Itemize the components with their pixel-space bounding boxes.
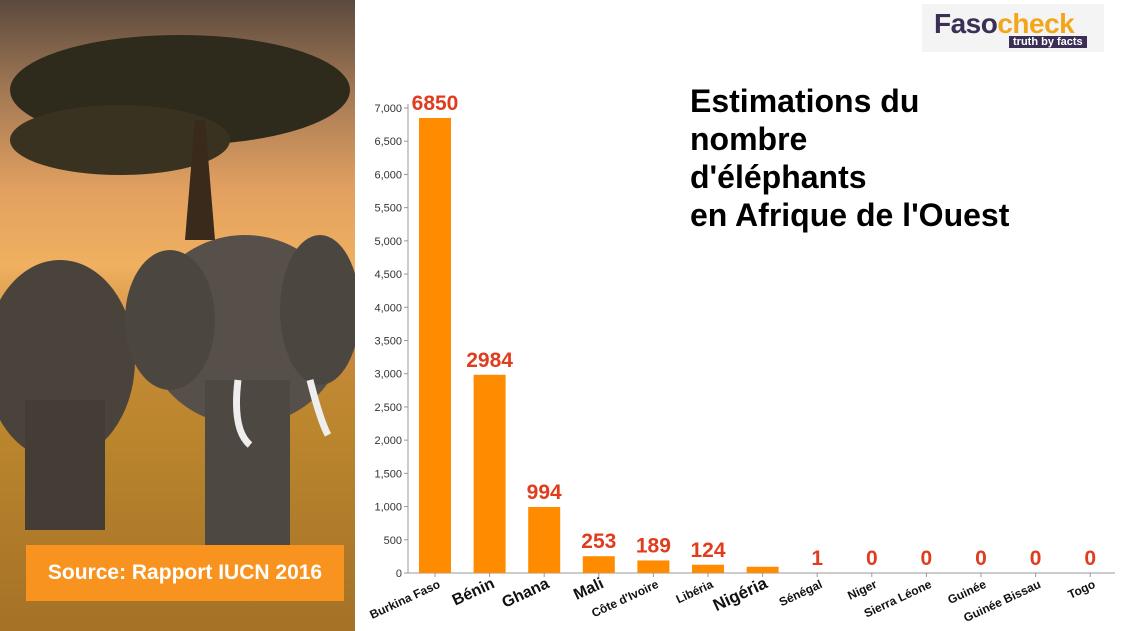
- x-tick-label: Niger: [845, 577, 879, 603]
- value-label: 253: [581, 530, 616, 553]
- x-tick-label: Libéria: [674, 577, 716, 606]
- y-tick-label: 2,000: [374, 435, 402, 447]
- logo-name-b: check: [997, 8, 1075, 39]
- bar: [582, 556, 615, 573]
- bar: [528, 506, 561, 573]
- y-tick-label: 4,000: [374, 302, 402, 314]
- x-tick-label: Bénin: [450, 575, 497, 609]
- y-tick-label: 3,500: [374, 336, 402, 348]
- x-tick-label: Sénégal: [777, 577, 825, 609]
- source-label: Source: Rapport IUCN 2016: [26, 545, 344, 601]
- y-tick-label: 5,500: [374, 203, 402, 215]
- y-tick-label: 6,000: [374, 169, 402, 181]
- value-label: 6850: [412, 92, 459, 115]
- value-label: 0: [1030, 547, 1042, 570]
- y-tick-label: 2,500: [374, 402, 402, 414]
- logo-name-a: Faso: [934, 8, 998, 39]
- y-tick-label: 4,500: [374, 269, 402, 281]
- bar: [419, 117, 451, 573]
- y-tick-label: 0: [396, 568, 402, 580]
- bar: [746, 566, 779, 573]
- elephants-photo: Source: Rapport IUCN 2016: [0, 0, 355, 631]
- value-label: 124: [690, 539, 725, 562]
- value-label: 0: [921, 547, 933, 570]
- x-tick-label: Togo: [1066, 577, 1098, 602]
- value-label: 0: [1084, 547, 1096, 570]
- bar: [692, 564, 724, 573]
- y-tick-label: 7,000: [374, 103, 402, 115]
- y-tick-label: 1,500: [374, 468, 402, 480]
- chart-title: Estimations du nombre d'éléphants en Afr…: [690, 83, 1010, 233]
- x-tick-label: Burkina Faso: [367, 577, 442, 622]
- y-tick-label: 1,000: [374, 502, 402, 514]
- y-tick-label: 5,000: [374, 236, 402, 248]
- bar: [637, 560, 670, 573]
- fasocheck-logo: Fasocheck truth by facts: [922, 4, 1104, 52]
- y-tick-label: 3,000: [374, 369, 402, 381]
- y-tick-label: 500: [384, 535, 402, 547]
- photo-illustration: [0, 35, 355, 631]
- value-label: 994: [527, 481, 562, 504]
- value-label: 0: [866, 547, 878, 570]
- x-tick-label: Ghana: [500, 575, 552, 611]
- x-tick-label: Mali: [571, 575, 606, 604]
- value-label: 0: [975, 547, 987, 570]
- value-label: 2984: [466, 349, 513, 372]
- x-tick-label: Nigéria: [710, 573, 771, 615]
- logo-tagline: truth by facts: [1009, 36, 1087, 48]
- value-label: 1: [811, 547, 823, 570]
- value-label: 189: [636, 534, 671, 557]
- y-tick-label: 6,500: [374, 136, 402, 148]
- bar: [473, 374, 506, 573]
